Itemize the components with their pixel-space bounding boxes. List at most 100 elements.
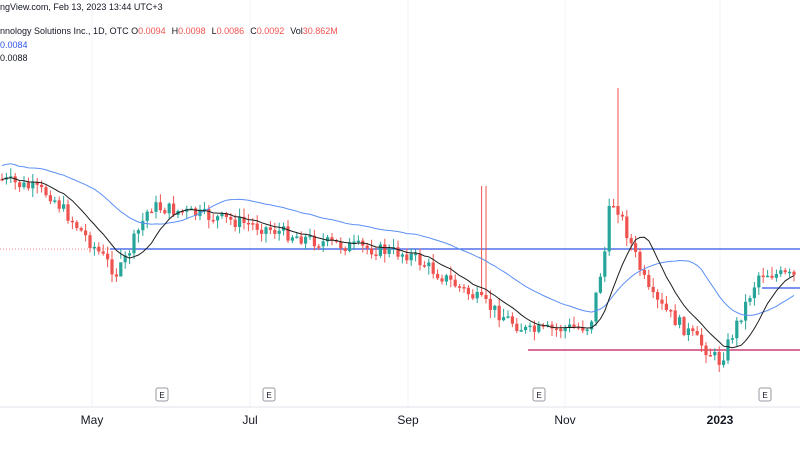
low-value: 0.0086	[216, 26, 245, 36]
candle-body	[528, 325, 532, 328]
close-label: C	[250, 26, 257, 36]
candle	[26, 177, 30, 191]
candle	[31, 174, 35, 198]
candle	[717, 346, 721, 373]
candle-body	[136, 230, 140, 234]
volume-label: Vol	[290, 26, 303, 36]
candle-body	[748, 298, 752, 302]
chart-grid	[91, 0, 721, 407]
candle-body	[431, 262, 435, 274]
candle	[409, 248, 413, 266]
candle-body	[374, 254, 378, 256]
candle	[255, 215, 259, 236]
candle	[295, 232, 299, 239]
candle-body	[422, 265, 426, 267]
candle-body	[40, 184, 44, 188]
candle-body	[449, 275, 453, 280]
candle-body	[22, 182, 26, 188]
candle	[550, 321, 554, 336]
candle-body	[770, 275, 774, 278]
candle-body	[75, 222, 79, 229]
candle-body	[590, 321, 594, 330]
candle-body	[365, 245, 369, 249]
candle	[312, 229, 316, 251]
candle	[739, 319, 743, 325]
candle-body	[172, 203, 176, 215]
candle	[374, 247, 378, 261]
candle-body	[598, 276, 602, 293]
candle-body	[550, 324, 554, 329]
candle-body	[620, 214, 624, 217]
candle-body	[678, 317, 682, 325]
candle	[277, 222, 281, 241]
candle-body	[62, 204, 66, 209]
candle	[735, 317, 739, 347]
candle-body	[405, 254, 409, 261]
candle	[686, 322, 690, 341]
candle	[220, 211, 224, 219]
candle-body	[783, 270, 787, 273]
candle	[620, 211, 624, 221]
candle	[145, 209, 149, 229]
earnings-marker[interactable]: E	[758, 387, 772, 402]
candle-body	[708, 355, 712, 357]
candle-body	[48, 195, 52, 202]
candle	[603, 246, 607, 283]
candle	[0, 173, 4, 182]
candle-body	[348, 242, 352, 252]
candle-body	[475, 291, 479, 299]
candle-body	[572, 324, 576, 327]
candle-body	[532, 325, 536, 332]
candle-body	[317, 246, 321, 248]
candle	[163, 207, 167, 215]
candle	[400, 252, 404, 264]
candle	[48, 190, 52, 205]
ma-blue-value: 0.0084	[0, 40, 28, 50]
candle-body	[290, 237, 294, 241]
candle-body	[356, 240, 360, 243]
candles	[0, 88, 796, 373]
candle	[774, 269, 778, 282]
candle-body	[326, 237, 330, 242]
candle-body	[436, 273, 440, 279]
candle-body	[26, 182, 30, 189]
candle-body	[189, 208, 193, 210]
candle	[708, 348, 712, 357]
candle	[572, 316, 576, 329]
candle-body	[66, 204, 70, 221]
candle	[75, 220, 79, 231]
candle	[286, 220, 290, 243]
earnings-marker[interactable]: E	[532, 387, 546, 402]
candle-body	[484, 294, 488, 299]
earnings-marker-label: E	[266, 391, 271, 400]
candle	[44, 183, 48, 198]
candle-body	[700, 334, 704, 346]
chart-header-line1: ngView.com, Feb 13, 2023 13:44 UTC+3	[0, 2, 163, 12]
candle-body	[84, 230, 88, 236]
candle-body	[686, 328, 690, 336]
candle-body	[308, 235, 312, 238]
earnings-marker-label: E	[536, 391, 541, 400]
candle	[128, 250, 132, 265]
candle	[779, 266, 783, 278]
candle	[339, 237, 343, 254]
candle	[53, 196, 57, 204]
candle	[308, 228, 312, 241]
candle	[330, 233, 334, 246]
candle-body	[634, 243, 638, 252]
candle	[194, 206, 198, 221]
candle	[304, 234, 308, 250]
candle-body	[722, 360, 726, 365]
earnings-marker[interactable]: E	[155, 387, 169, 402]
candle	[57, 196, 61, 213]
candle-body	[493, 305, 497, 310]
candle-body	[251, 223, 255, 225]
candle-body	[132, 233, 136, 254]
candle-body	[150, 211, 154, 214]
candle-body	[216, 216, 220, 221]
candle	[554, 323, 558, 337]
ma-black-legend: 0.0088	[0, 53, 28, 63]
earnings-marker[interactable]: E	[262, 387, 276, 402]
